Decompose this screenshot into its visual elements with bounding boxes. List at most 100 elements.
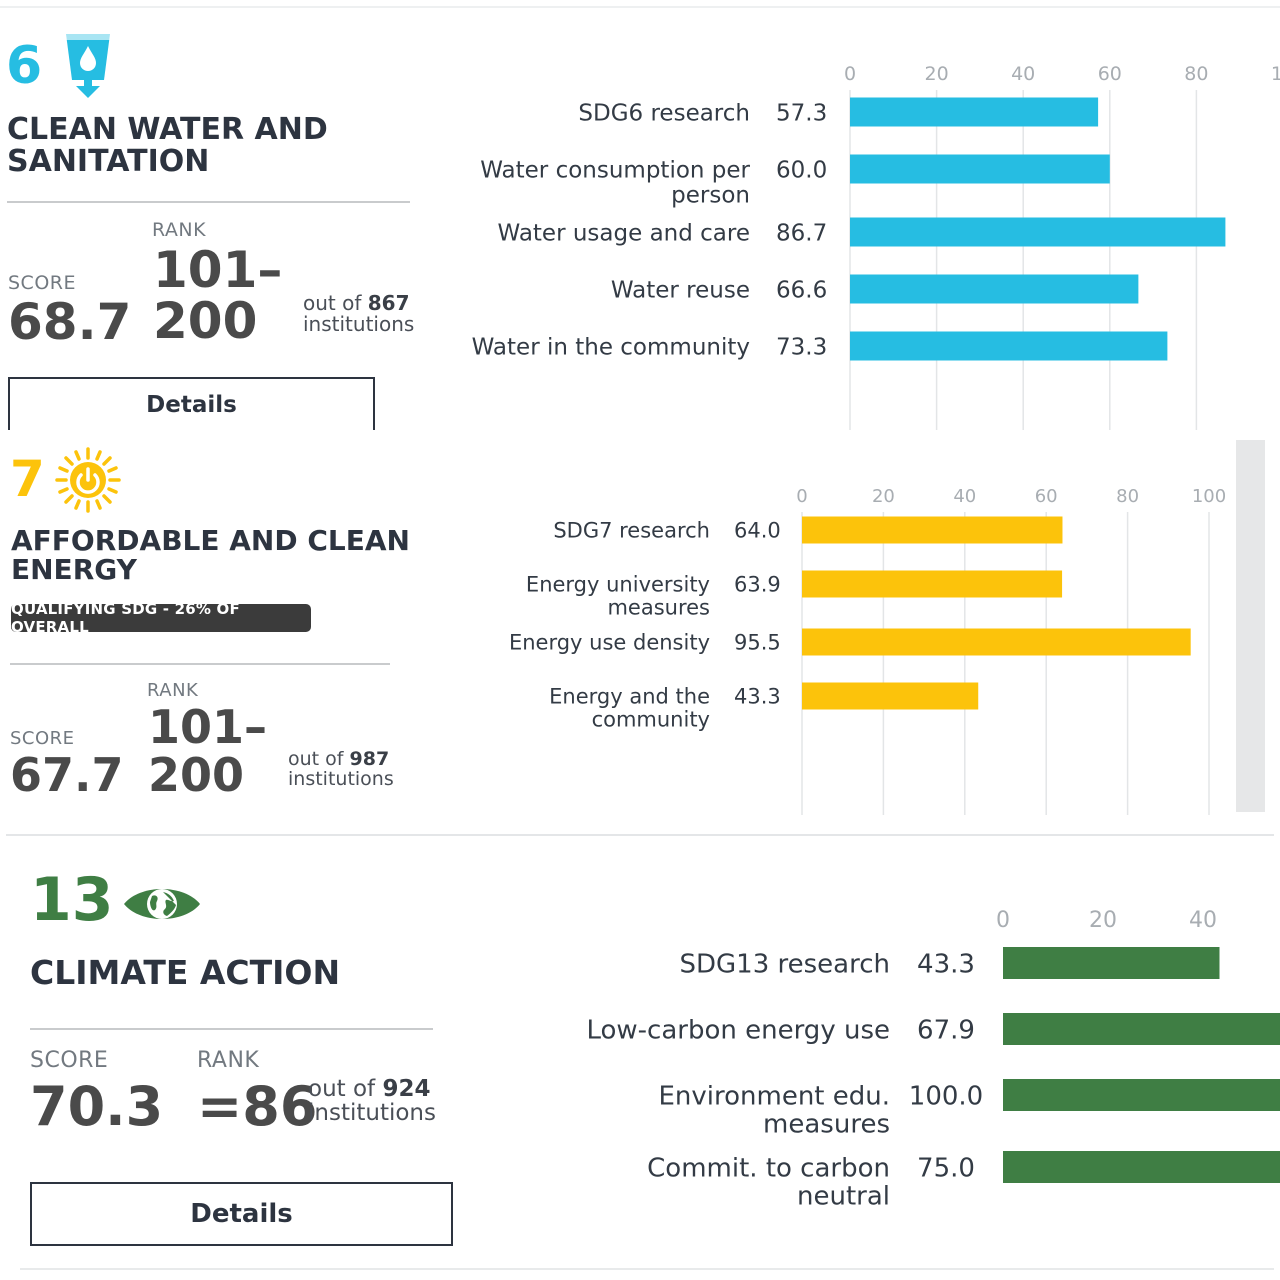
sdg6-tick-label: 10 [1271, 63, 1280, 85]
sdg6-rank-line1: 101– [153, 241, 283, 299]
sdg7-out-of-suffix: institutions [288, 767, 394, 790]
sdg6-title: CLEAN WATER AND SANITATION [7, 114, 328, 177]
sdg6-out-of-count: 867 [367, 291, 410, 315]
sdg7-tick-label: 60 [1035, 486, 1058, 507]
sdg7-category-label: measures [607, 596, 710, 620]
sdg6-out-of-suffix: institutions [303, 312, 415, 336]
sdg13-bottom-divider [20, 1268, 1274, 1270]
sdg7-chart: 0 20 40 60 80 100 SDG7 research 64.0 Energy univ… [509, 486, 1226, 815]
sdg7-panel: 7 AFFORDABLE AND CLEAN ENERGY QUALIFYING… [0, 430, 1280, 840]
sdg7-tick-label: 0 [796, 486, 807, 507]
sdg7-category-label: Energy university [526, 573, 710, 597]
sdg13-rule [30, 1028, 433, 1030]
sdg6-bar [850, 274, 1139, 304]
sdg13-details-button[interactable]: Details [30, 1182, 453, 1246]
sdg7-value-label: 64.0 [734, 519, 781, 543]
sdg6-chart: 0 20 40 60 80 10 SDG6 research 57.3 Water consum… [472, 63, 1280, 430]
eye-globe-icon [122, 882, 202, 926]
sdg6-bar [850, 154, 1110, 184]
sdg7-rule [10, 663, 390, 665]
sdg13-tick-label: 20 [1089, 908, 1117, 933]
sdg6-title-line1: CLEAN WATER AND [7, 112, 328, 147]
sdg7-value-label: 63.9 [734, 573, 781, 597]
sdg7-rank-label: RANK [147, 680, 199, 701]
sdg7-bar [802, 628, 1191, 656]
sdg6-bar [850, 217, 1226, 247]
qualifying-badge: QUALIFYING SDG - 26% OF OVERALL [11, 600, 311, 636]
sdg6-category-label: Water usage and care [498, 220, 750, 246]
sdg13-category-label: SDG13 research [679, 949, 890, 979]
sdg7-title-line1: AFFORDABLE AND CLEAN [11, 524, 410, 557]
sun-power-icon [54, 446, 122, 514]
sdg6-number: 6 [6, 36, 43, 96]
sdg13-score-label: SCORE [30, 1048, 109, 1073]
sdg7-title: AFFORDABLE AND CLEAN ENERGY [11, 526, 410, 585]
sdg13-value-label: 43.3 [917, 949, 975, 979]
sdg7-title-line2: ENERGY [11, 553, 137, 587]
sdg7-score-label: SCORE [10, 728, 75, 749]
sdg13-bar [1003, 1151, 1280, 1183]
sdg13-tick-label: 40 [1189, 908, 1217, 933]
sdg7-tick-label: 40 [953, 486, 976, 507]
sdg6-panel: 6 CLEAN WATER AND SANITATION RANK SCORE … [0, 0, 1280, 430]
sdg6-tick-label: 20 [925, 63, 949, 85]
sdg6-bar [850, 97, 1099, 127]
sdg7-rank-line2: 200 [148, 748, 245, 802]
sdg6-rule [7, 201, 410, 203]
sdg7-score: 67.7 [10, 748, 124, 802]
sdg6-title-line2: SANITATION [7, 143, 210, 179]
sdg13-out-of-count: 924 [382, 1076, 431, 1102]
sdg6-rank-label: RANK [152, 219, 207, 241]
sdg6-tick-label: 0 [844, 63, 856, 85]
sdg13-out-of: out of 924 institutions [308, 1077, 436, 1125]
sdg13-category-label: Environment edu. [658, 1081, 890, 1111]
sdg7-out-of: out of 987 institutions [288, 748, 394, 790]
sdg13-category-label: measures [763, 1109, 890, 1139]
sdg7-tick-label: 80 [1116, 486, 1139, 507]
sdg6-out-of: out of 867 institutions [303, 293, 414, 335]
sdg13-category-label: Commit. to carbon [647, 1153, 890, 1183]
scrollbar-track[interactable] [1236, 440, 1265, 812]
sdg13-number: 13 [30, 865, 114, 935]
sdg13-out-of-prefix: out of [308, 1076, 376, 1102]
sdg13-value-label: 67.9 [917, 1015, 975, 1045]
sdg7-bar [802, 570, 1063, 598]
sdg6-score-label: SCORE [8, 272, 76, 294]
sdg7-category-label: community [592, 708, 710, 732]
sdg13-bar [1003, 1079, 1280, 1111]
sdg7-tick-label: 100 [1192, 486, 1226, 507]
sdg6-value-label: 73.3 [776, 334, 827, 360]
sdg6-bar [850, 331, 1168, 361]
sdg13-category-label: neutral [797, 1181, 890, 1211]
sdg6-category-label: Water in the community [472, 334, 750, 360]
sdg7-value-label: 43.3 [734, 685, 781, 709]
sdg6-category-label: SDG6 research [578, 100, 750, 126]
sdg6-value-label: 57.3 [776, 100, 827, 126]
sdg13-title: CLIMATE ACTION [30, 953, 341, 992]
sdg7-bar [802, 682, 979, 710]
sdg6-details-button[interactable]: Details [8, 377, 375, 430]
sdg13-score: 70.3 [30, 1075, 164, 1138]
top-divider [0, 6, 1280, 8]
sdg13-chart: 0 20 40 SDG13 research 43.3 Low-carbon energy… [586, 908, 1280, 1211]
sdg6-value-label: 66.6 [776, 277, 827, 303]
sdg7-value-label: 95.5 [734, 631, 781, 655]
sdg13-tick-label: 0 [996, 908, 1010, 933]
sdg6-value-label: 60.0 [776, 157, 827, 183]
sdg7-out-of-prefix: out of [288, 748, 344, 770]
sdg7-number: 7 [10, 450, 45, 508]
sdg13-rank-label: RANK [197, 1048, 260, 1073]
sdg7-bottom-divider [6, 834, 1274, 836]
sdg6-value-label: 86.7 [776, 220, 827, 246]
sdg6-rank-line2: 200 [153, 292, 258, 350]
sdg13-bar [1003, 947, 1220, 979]
sdg7-out-of-count: 987 [349, 748, 390, 770]
sdg7-rank-line1: 101– [148, 700, 268, 754]
sdg6-tick-label: 60 [1098, 63, 1122, 85]
sdg6-tick-label: 80 [1184, 63, 1208, 85]
sdg6-category-label: Water reuse [611, 277, 750, 303]
sdg6-tick-label: 40 [1011, 63, 1035, 85]
sdg13-rank: =86 [197, 1075, 318, 1138]
sdg6-category-label: Water consumption per [480, 157, 750, 183]
sdg7-category-label: Energy and the [549, 685, 710, 709]
